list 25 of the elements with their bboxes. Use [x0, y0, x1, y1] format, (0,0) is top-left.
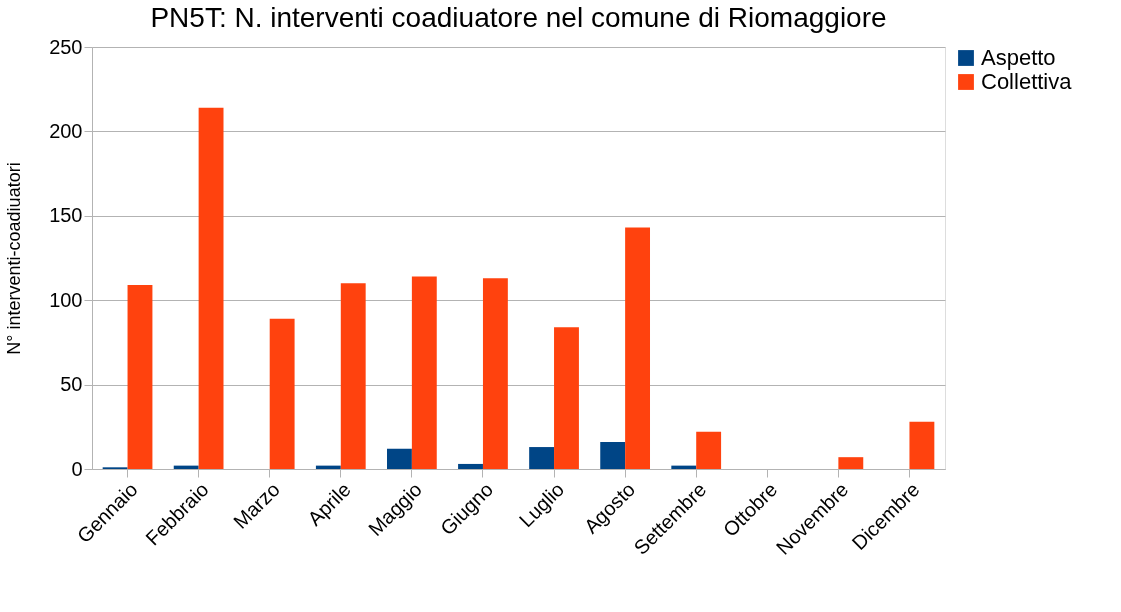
y-tick-label: 50: [60, 373, 83, 396]
bar: [554, 327, 579, 469]
bar: [387, 448, 412, 469]
legend-label: Aspetto: [981, 45, 1056, 70]
bar: [198, 107, 224, 469]
bar: [625, 227, 650, 469]
y-tick-label: 200: [49, 119, 83, 142]
legend-label: Collettiva: [981, 69, 1073, 94]
y-tick-label: 150: [49, 204, 83, 227]
y-tick-label: 100: [49, 288, 83, 311]
y-axis-title: N° interventi-coadiuatori: [4, 162, 25, 355]
bar: [482, 278, 508, 469]
bar: [838, 457, 864, 469]
bar: [529, 447, 555, 469]
bar: [600, 441, 626, 469]
bar: [909, 421, 935, 469]
chart-title: PN5T: N. interventi coadiuatore nel comune di Riomaggiore: [150, 2, 887, 33]
y-tick-label: 250: [49, 35, 83, 58]
y-tick-label: 0: [71, 457, 83, 480]
bar: [127, 285, 153, 469]
bar: [411, 276, 437, 469]
bar: [269, 318, 295, 469]
bar: [458, 463, 483, 469]
bar: [696, 431, 722, 469]
bar: [340, 283, 366, 469]
